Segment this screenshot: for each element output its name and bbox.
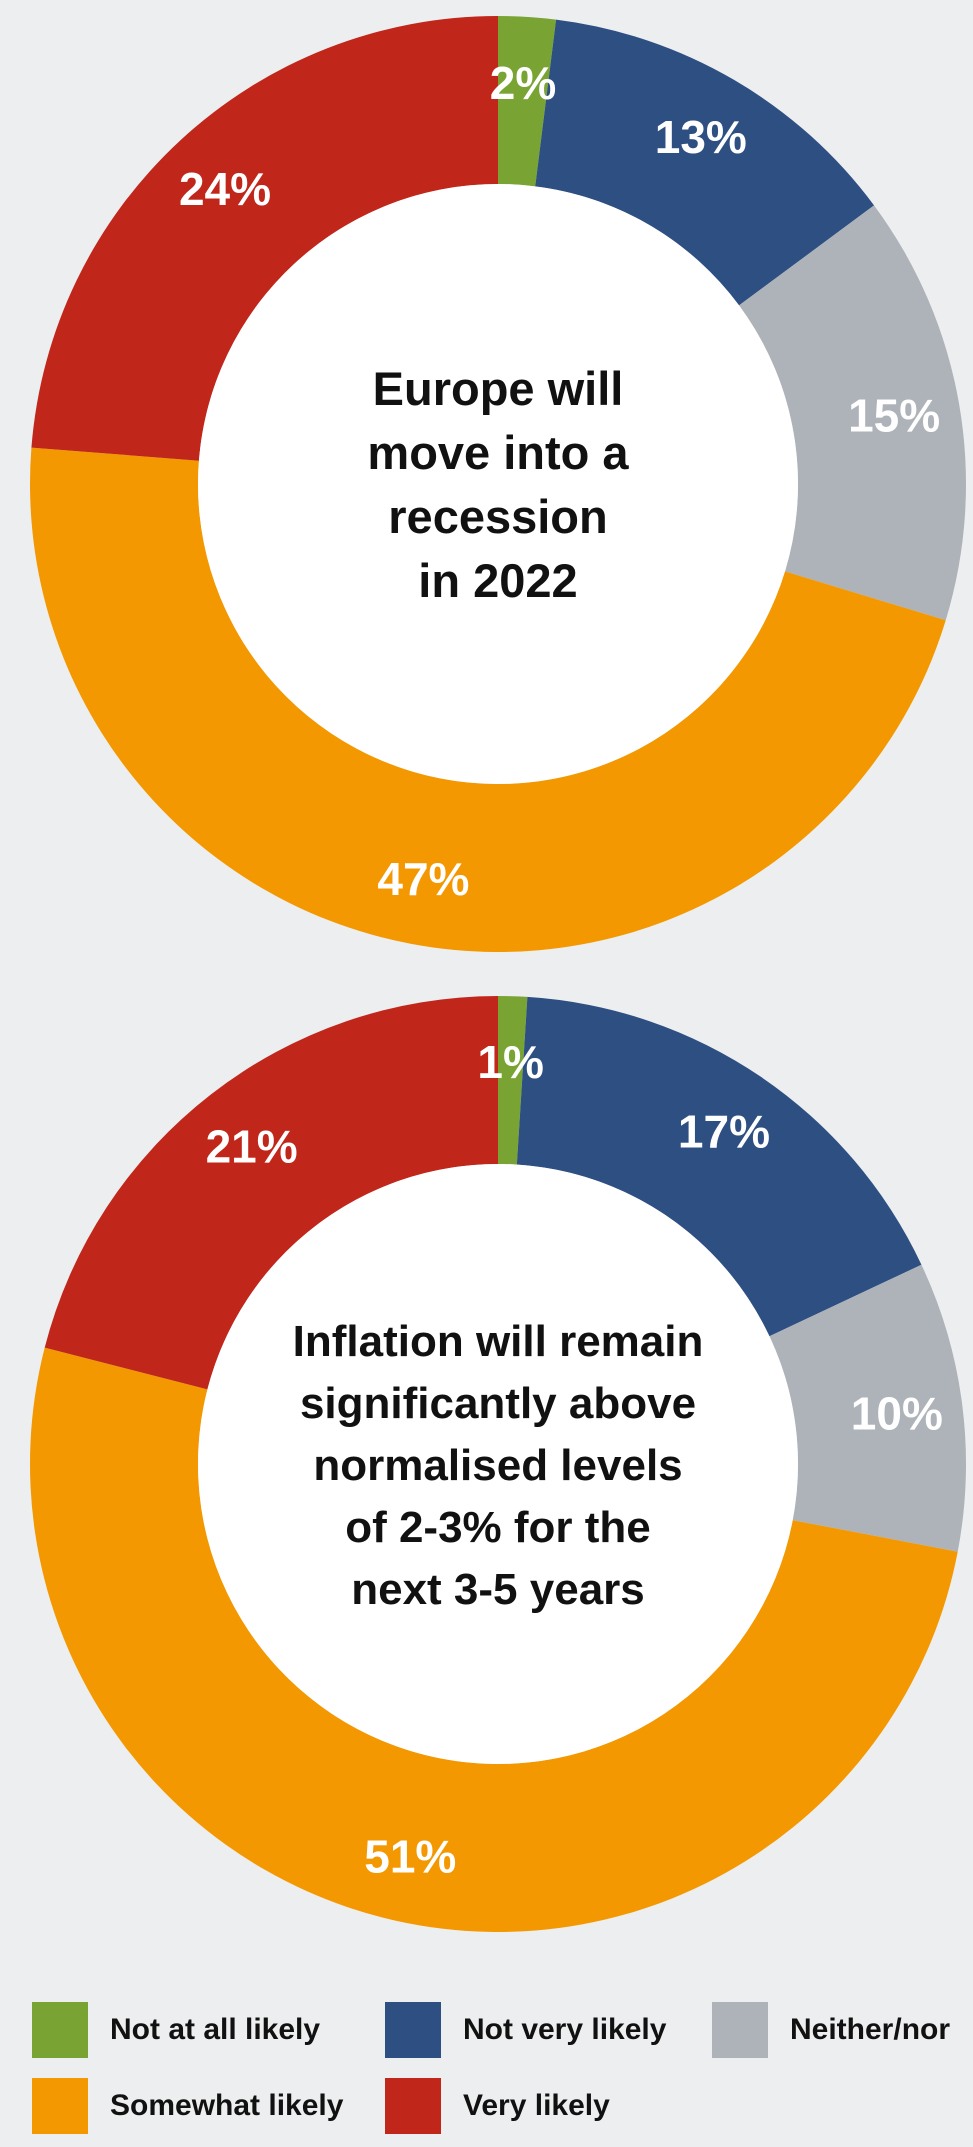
data-label-not-at-all-likely: 1% bbox=[477, 1036, 543, 1088]
donut-chart-recession: 2% 13% 15% 47% 24% Europe will move into a rece… bbox=[29, 16, 967, 952]
center-text-line: recession bbox=[388, 490, 607, 543]
center-text-line: of 2-3% for the bbox=[345, 1503, 651, 1552]
slice-neither-nor bbox=[739, 205, 967, 621]
slice-very-likely bbox=[44, 996, 499, 1390]
center-text-line: move into a bbox=[367, 426, 629, 479]
legend-swatch bbox=[385, 2078, 441, 2134]
center-text-line: Inflation will remain bbox=[293, 1317, 704, 1366]
data-label-not-very-likely: 13% bbox=[655, 111, 747, 163]
slice-neither-nor bbox=[769, 1264, 967, 1552]
legend-item-not-very-likely: Not very likely bbox=[385, 2002, 666, 2058]
legend-swatch bbox=[32, 2078, 88, 2134]
legend-label: Not at all likely bbox=[110, 2013, 321, 2046]
center-text-line: Europe will bbox=[373, 362, 624, 415]
legend-item-somewhat-likely: Somewhat likely bbox=[32, 2078, 343, 2134]
center-text-line: in 2022 bbox=[418, 554, 577, 607]
legend-item-not-at-all-likely: Not at all likely bbox=[32, 2002, 320, 2058]
slice-not-at-all-likely bbox=[498, 16, 557, 187]
slice-not-at-all-likely bbox=[498, 996, 528, 1165]
legend-label: Not very likely bbox=[463, 2013, 667, 2046]
data-label-very-likely: 21% bbox=[206, 1120, 298, 1172]
data-label-not-very-likely: 17% bbox=[678, 1106, 770, 1158]
data-label-not-at-all-likely: 2% bbox=[490, 57, 556, 109]
data-label-somewhat-likely: 51% bbox=[364, 1830, 456, 1882]
legend-label: Neither/nor bbox=[790, 2013, 951, 2046]
legend-swatch bbox=[32, 2002, 88, 2058]
donut-chart-inflation: 1% 17% 10% 51% 21% Inflation will remain signi… bbox=[30, 996, 967, 1932]
legend: Not at all likely Not very likely Neithe… bbox=[32, 2000, 962, 2140]
center-text-line: normalised levels bbox=[313, 1441, 682, 1490]
legend-item-neither-nor: Neither/nor bbox=[712, 2002, 950, 2058]
donut-center bbox=[198, 184, 798, 784]
center-text-line: significantly above bbox=[300, 1379, 696, 1428]
legend-swatch bbox=[712, 2002, 768, 2058]
data-label-neither-nor: 10% bbox=[851, 1388, 943, 1440]
slice-somewhat-likely bbox=[29, 447, 946, 952]
legend-label: Somewhat likely bbox=[110, 2089, 344, 2122]
slice-somewhat-likely bbox=[30, 1347, 958, 1932]
data-label-neither-nor: 15% bbox=[848, 390, 940, 442]
slice-not-very-likely bbox=[535, 19, 875, 306]
donut-center bbox=[198, 1164, 798, 1764]
slice-very-likely bbox=[31, 16, 498, 461]
slice-not-very-likely bbox=[516, 996, 922, 1337]
legend-item-very-likely: Very likely bbox=[385, 2078, 610, 2134]
legend-swatch bbox=[385, 2002, 441, 2058]
center-text-line: next 3-5 years bbox=[351, 1565, 645, 1614]
data-label-somewhat-likely: 47% bbox=[377, 853, 469, 905]
data-label-very-likely: 24% bbox=[179, 163, 271, 215]
legend-label: Very likely bbox=[463, 2089, 610, 2122]
